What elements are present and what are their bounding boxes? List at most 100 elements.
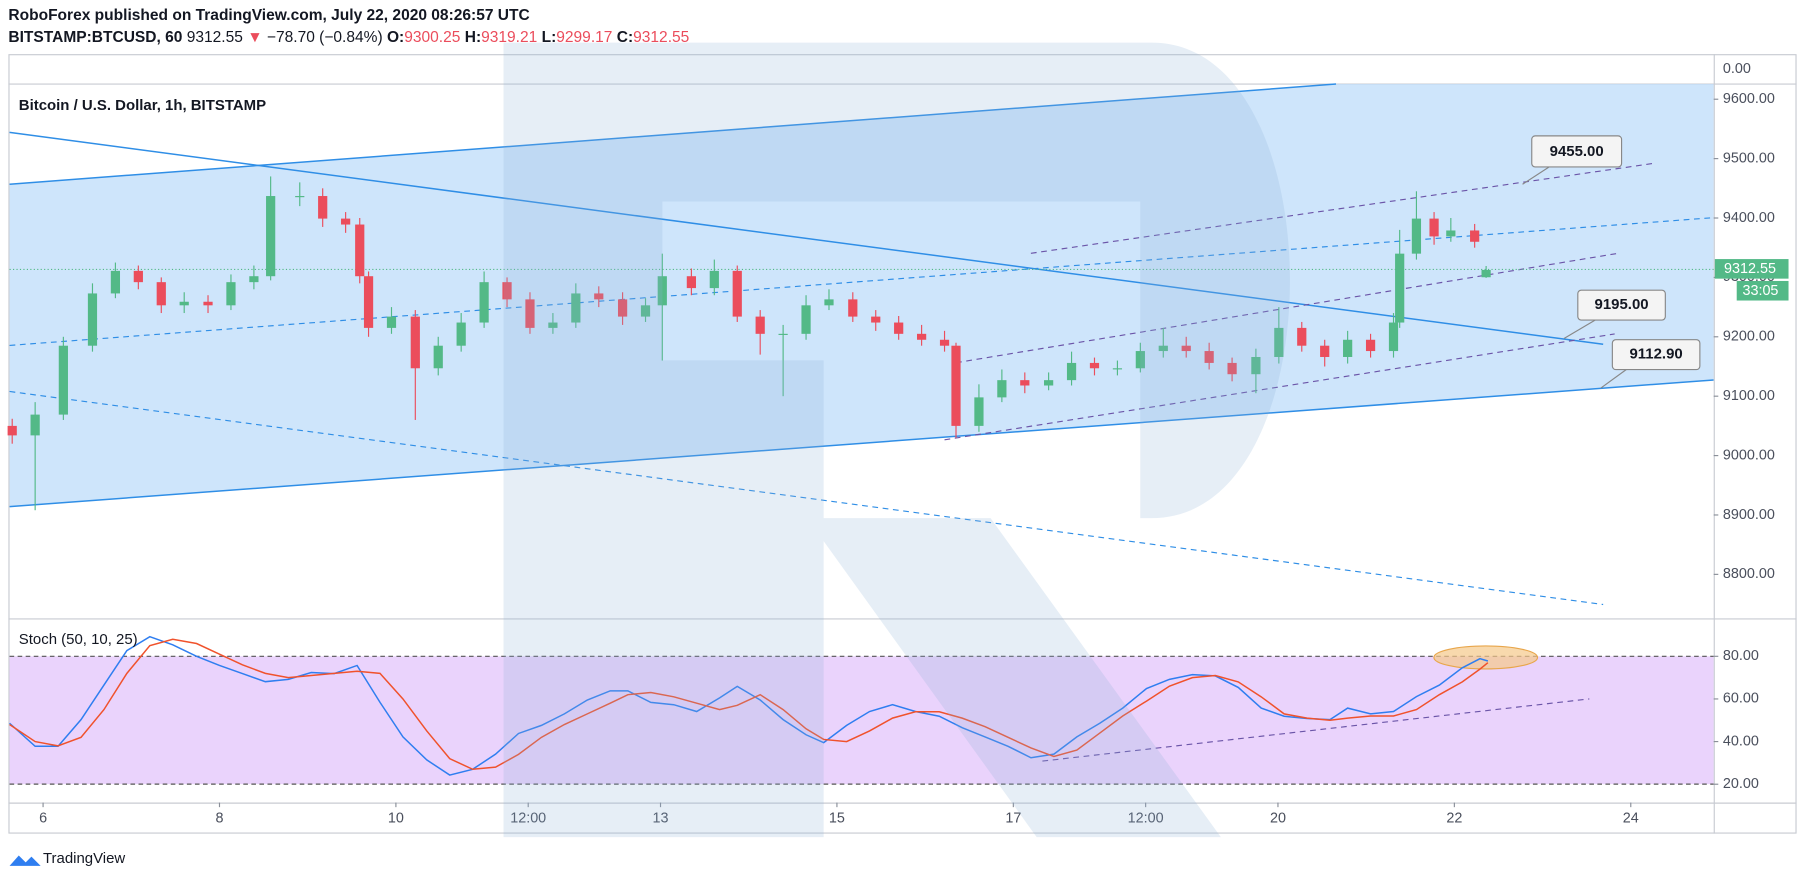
marks [7,176,1491,776]
top-axis-label: 0.00 [1723,61,1751,77]
candle-body [1274,327,1284,357]
y-tick-label: 8900.00 [1723,507,1775,523]
x-tick-label: 22 [1446,810,1462,826]
candle-body [1446,230,1456,237]
stoch-trend [1042,698,1590,762]
candle-body [1429,218,1439,237]
candle-body [456,322,466,346]
y-tick-label: 9500.00 [1723,150,1775,166]
candle-body [1020,380,1030,386]
high-value: 9319.21 [481,29,537,46]
y-tick-label: 9400.00 [1723,210,1775,226]
callout-pointer [1522,166,1550,185]
high-label: H: [465,29,481,46]
stoch-band [9,656,1714,785]
candle-body [410,316,420,369]
candle-body [1227,362,1237,375]
x-tick-label: 12:00 [510,810,546,826]
rising-upper [1030,162,1653,254]
y-tick-label: 9100.00 [1723,388,1775,404]
price-tag [1714,259,1789,279]
candle-body [1320,345,1330,357]
candle-body [58,345,68,415]
countdown: 33:05 [1742,283,1778,299]
frame [8,54,1797,834]
price-tag-label: 9312.55 [1724,261,1776,277]
published-line: RoboForex published on TradingView.com, … [8,7,529,24]
rising-mid [955,252,1619,364]
candle-body [386,316,397,328]
candle-body [640,305,651,317]
candle-body [1251,356,1261,375]
low-value: 9299.17 [556,29,612,46]
candle-body [318,196,328,219]
callout-box [1611,339,1701,371]
change-arrow: ▼ [247,29,262,46]
change: −78.70 (−0.84%) [267,29,383,46]
candle-body [295,196,305,198]
candle-body [110,270,121,294]
candle-body [1297,327,1307,346]
channel-mid [9,217,1714,347]
candle-body [7,425,17,436]
stoch-title: Stoch (50, 10, 25) [19,631,138,648]
candle-body [1135,351,1145,369]
candle-body [871,316,881,323]
candle-body [133,270,143,283]
x-tick-label: 24 [1623,810,1639,826]
open-value: 9300.25 [404,29,460,46]
descending-line [9,131,1604,346]
candle-body [1204,351,1214,363]
candle-body [433,345,443,369]
x-tick-label: 20 [1270,810,1286,826]
symbol: BITSTAMP:BTCUSD, 60 [8,29,182,46]
callouts: 9455.00 9195.00 9112.90 [1522,135,1701,389]
candle-body [755,316,765,334]
symbol-line: BITSTAMP:BTCUSD, 60 9312.55 ▼ −78.70 (−0… [8,29,689,46]
callout-label: 9455.00 [1550,143,1604,160]
callout-pointer [1563,319,1596,340]
x-tick-label: 8 [215,810,223,826]
callout-pointer [1600,369,1627,389]
candle-body [848,299,858,317]
close-value: 9312.55 [633,29,689,46]
candle-body [156,282,166,306]
candle-body [617,299,628,317]
x-tick-label: 10 [388,810,404,826]
candle-body [1481,269,1491,278]
candle-body [686,276,696,289]
candle-body [1066,362,1077,381]
x-tick-label: 17 [1005,810,1021,826]
candle-body [657,276,667,306]
candle-body [1181,345,1191,352]
x-tick-label: 15 [829,810,845,826]
candle-body [997,380,1007,398]
candle-body [916,333,927,340]
candle-body [951,345,961,426]
countdown-tag [1736,280,1789,301]
callout-box [1577,289,1666,321]
publisher: RoboForex published on TradingView.com, … [8,7,529,24]
candle-body [355,224,365,277]
y-tick-label: 9600.00 [1723,91,1775,107]
brand: TradingView [43,850,125,867]
candle-body [363,276,374,328]
candle-body [1089,362,1100,369]
candle-body [87,293,98,346]
candle-body [548,322,558,328]
callout-label: 9195.00 [1595,296,1649,313]
y-tick-label: 9000.00 [1723,447,1775,463]
watermark [503,42,1290,838]
candle-body [571,293,581,323]
open-label: O: [387,29,404,46]
y-tick-label: 8800.00 [1723,566,1775,582]
candle-body [709,270,719,289]
descending-lower [9,390,1604,606]
candle-body [1343,339,1353,357]
candle-body [732,270,742,317]
candle-body [1365,339,1376,352]
candle-body [894,322,904,334]
candle-body [778,333,788,335]
candle-body [249,276,259,283]
close-label: C: [617,29,633,46]
